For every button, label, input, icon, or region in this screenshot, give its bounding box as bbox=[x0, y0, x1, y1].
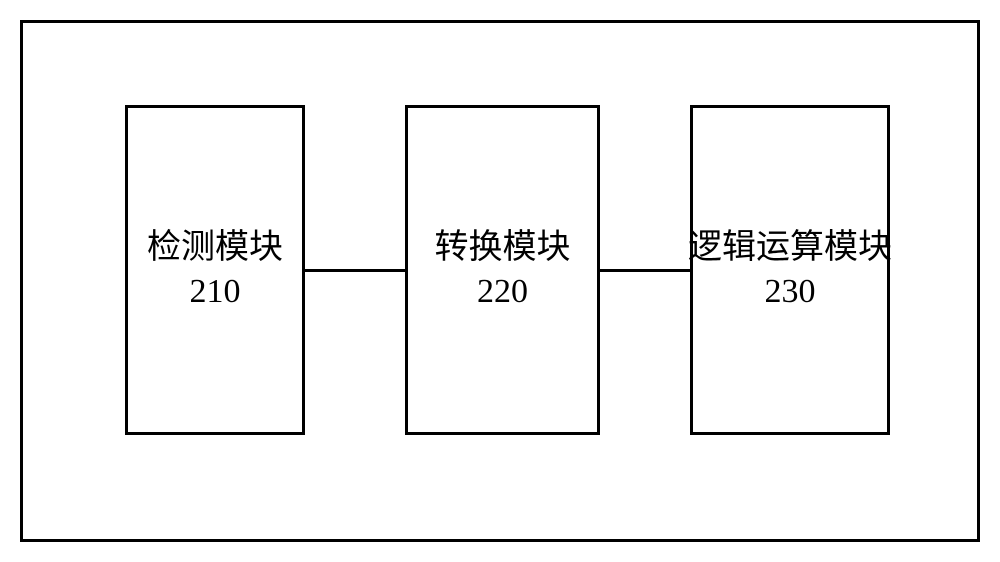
connector-1-2 bbox=[305, 269, 405, 272]
module-conversion-number: 220 bbox=[477, 270, 528, 314]
module-logic-number: 230 bbox=[765, 270, 816, 314]
module-detection-label: 检测模块 bbox=[147, 226, 283, 270]
module-logic: 逻辑运算模块 230 bbox=[690, 105, 890, 435]
module-logic-label: 逻辑运算模块 bbox=[688, 226, 892, 270]
module-conversion-label: 转换模块 bbox=[435, 226, 571, 270]
module-detection: 检测模块 210 bbox=[125, 105, 305, 435]
connector-2-3 bbox=[600, 269, 690, 272]
module-detection-number: 210 bbox=[190, 270, 241, 314]
module-conversion: 转换模块 220 bbox=[405, 105, 600, 435]
